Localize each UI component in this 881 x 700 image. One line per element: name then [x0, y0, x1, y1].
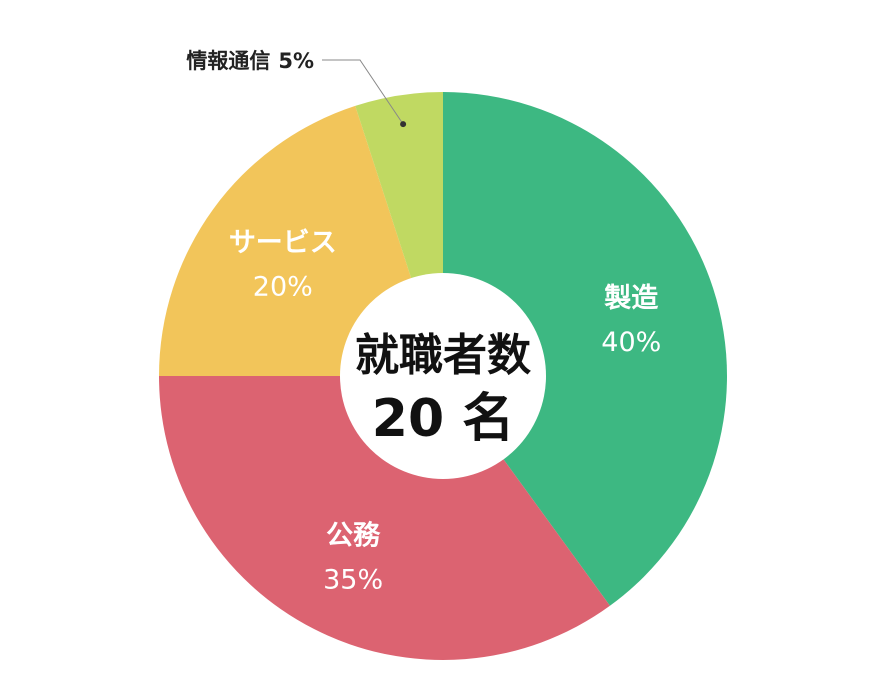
outside-slice-label: 情報通信 5% [186, 49, 314, 73]
slice-labels: 製造 40% 公務 35% サービス 20% 情報通信 5% [186, 49, 661, 595]
pie-slice [159, 376, 610, 660]
slice-label: 製造 [604, 283, 658, 314]
pie-slice [443, 92, 728, 606]
slice-value: 5% [278, 49, 314, 73]
leader-lines [322, 59, 407, 128]
center-value: 20 名 [372, 389, 514, 449]
center-hole [340, 273, 546, 479]
leader-line [322, 59, 404, 125]
center-title: 就職者数 [355, 330, 531, 381]
leader-dot [400, 121, 407, 128]
slice-label: 情報通信 [186, 49, 270, 73]
slice-label: 公務 [326, 520, 381, 551]
slice-value: 35% [323, 564, 383, 595]
slice-label: サービス [229, 228, 337, 259]
slice-value: 40% [601, 327, 661, 358]
slice-value: 20% [253, 272, 313, 303]
